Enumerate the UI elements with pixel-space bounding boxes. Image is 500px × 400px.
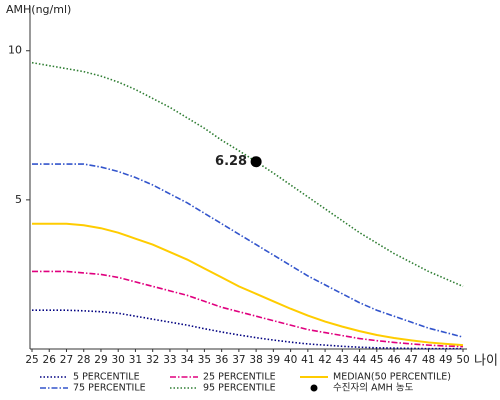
x-tick-label: 50 [456, 354, 469, 366]
legend-label: 75 PERCENTILE [73, 383, 146, 394]
series-line [31, 61, 464, 288]
x-tick-label: 30 [112, 354, 125, 366]
series-line [32, 222, 464, 347]
x-tick-label: 38 [249, 354, 262, 366]
series-line [32, 270, 464, 348]
x-tick-label: 27 [60, 354, 73, 366]
y-axis-label: AMH(ng/ml) [6, 3, 71, 16]
legend-label: 25 PERCENTILE [203, 372, 276, 383]
x-axis-label: 나이 [474, 354, 498, 369]
x-tick-label: 42 [318, 354, 331, 366]
legend-label: MEDIAN(50 PERCENTILE) [333, 372, 451, 383]
x-tick-label: 29 [94, 354, 107, 366]
patient-point [250, 156, 262, 168]
y-tick-label: 10 [8, 44, 22, 57]
legend-label: 5 PERCENTILE [73, 372, 140, 383]
x-tick-label: 33 [163, 354, 176, 366]
x-tick-label: 41 [301, 354, 314, 366]
x-tick-label: 37 [232, 354, 245, 366]
x-tick-label: 46 [387, 354, 401, 366]
y-tick-label: 5 [15, 193, 22, 206]
series-line [32, 309, 463, 350]
x-tick-label: 36 [215, 354, 229, 366]
x-tick-label: 43 [336, 354, 349, 366]
x-tick-label: 25 [25, 354, 38, 366]
x-tick-label: 39 [267, 354, 280, 366]
x-tick-label: 34 [180, 354, 194, 366]
point-label: 6.28 [215, 154, 247, 169]
x-tick-label: 35 [198, 354, 211, 366]
x-tick-label: 49 [439, 354, 452, 366]
legend-label: 95 PERCENTILE [203, 383, 276, 394]
series-line [32, 163, 464, 338]
x-tick-label: 47 [405, 354, 418, 366]
legend-swatch [310, 384, 318, 392]
x-tick-label: 32 [146, 354, 159, 366]
x-tick-label: 31 [129, 354, 142, 366]
x-tick-label: 48 [422, 354, 435, 366]
x-tick-label: 44 [353, 354, 367, 366]
x-tick-label: 45 [370, 354, 383, 366]
x-tick-label: 40 [284, 354, 297, 366]
x-tick-label: 28 [77, 354, 90, 366]
x-tick-label: 26 [43, 354, 57, 366]
legend-label: 수진자의 AMH 농도 [333, 383, 414, 394]
